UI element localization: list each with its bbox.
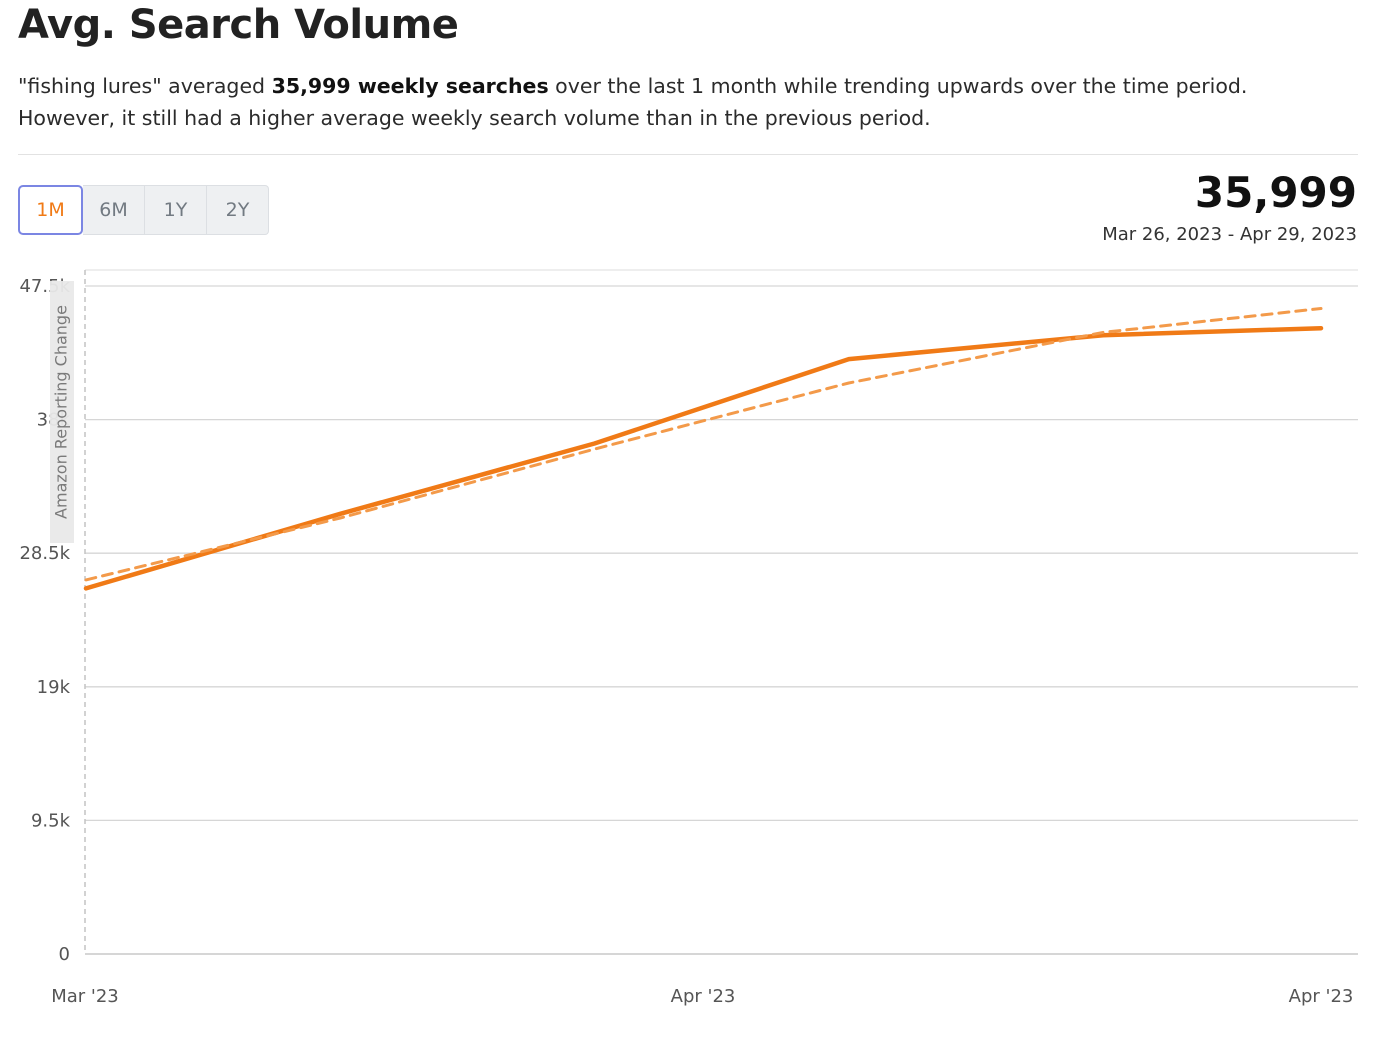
page-title: Avg. Search Volume — [18, 2, 459, 48]
range-button-2y[interactable]: 2Y — [207, 185, 269, 235]
x-tick-label: Mar '23 — [51, 986, 119, 1007]
summary-suffix: over the last 1 month while trending upw… — [18, 74, 1248, 130]
y-tick-label: 19k — [37, 677, 71, 698]
search-volume-line — [83, 325, 1324, 591]
summary-prefix: "fishing lures" averaged — [18, 74, 272, 98]
range-button-1y[interactable]: 1Y — [145, 185, 207, 235]
trend-line — [84, 307, 1323, 582]
y-tick-label: 28.5k — [19, 543, 70, 564]
reporting-change-label-bg — [50, 281, 74, 543]
range-button-6m[interactable]: 6M — [83, 185, 145, 235]
x-tick-label: Apr '23 — [1289, 986, 1354, 1007]
summary-highlight: 35,999 weekly searches — [271, 74, 549, 98]
date-range-label: Mar 26, 2023 - Apr 29, 2023 — [1102, 224, 1357, 245]
time-range-selector: 1M 6M 1Y 2Y — [18, 185, 269, 235]
range-button-1m[interactable]: 1M — [18, 185, 83, 235]
y-tick-label: 0 — [59, 944, 70, 965]
average-volume-value: 35,999 — [1194, 168, 1357, 217]
y-tick-label: 9.5k — [31, 810, 71, 831]
reporting-change-label: Amazon Reporting Change — [52, 305, 71, 519]
x-tick-label: Apr '23 — [671, 986, 736, 1007]
header-divider — [18, 154, 1358, 155]
summary-text: "fishing lures" averaged 35,999 weekly s… — [18, 70, 1308, 134]
